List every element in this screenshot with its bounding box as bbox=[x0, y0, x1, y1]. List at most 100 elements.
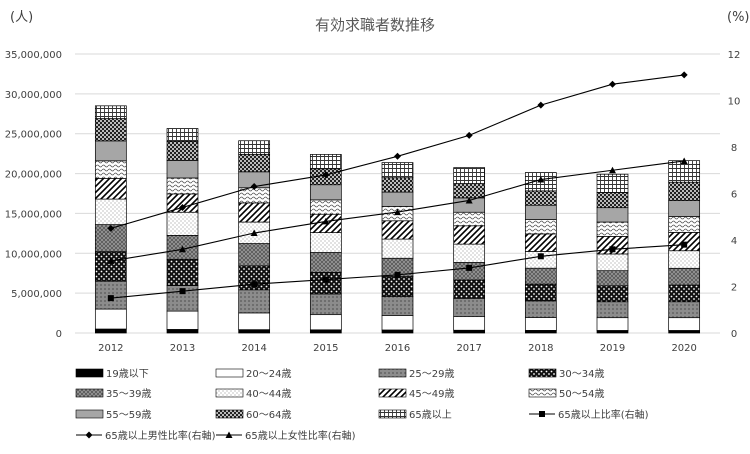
right-tick-label: 4 bbox=[731, 236, 737, 247]
x-tick-label: 2018 bbox=[528, 343, 553, 354]
legend-marker bbox=[539, 411, 545, 417]
bar-segment bbox=[524, 267, 557, 285]
left-tick-label: 25,000,000 bbox=[5, 130, 62, 141]
right-tick-label: 8 bbox=[731, 143, 737, 154]
line-marker bbox=[465, 196, 473, 204]
line-marker bbox=[107, 257, 115, 264]
right-tick-label: 2 bbox=[731, 283, 737, 294]
line-marker bbox=[466, 264, 473, 271]
line-marker bbox=[609, 166, 616, 174]
bar-segment bbox=[596, 301, 629, 319]
x-tick-label: 2019 bbox=[600, 343, 625, 354]
left-tick-label: 20,000,000 bbox=[5, 170, 62, 181]
legend-label: 45～49歳 bbox=[409, 388, 454, 400]
bar-segment bbox=[94, 198, 127, 225]
x-tick-label: 2015 bbox=[313, 343, 338, 354]
bar-segment bbox=[524, 300, 557, 318]
left-tick-label: 30,000,000 bbox=[5, 90, 62, 101]
bar-segment bbox=[94, 308, 127, 330]
bar-segment bbox=[309, 252, 342, 273]
bar-segment bbox=[381, 329, 414, 334]
bar-segment bbox=[94, 118, 127, 142]
bar-segment bbox=[166, 329, 199, 334]
line-marker bbox=[537, 101, 545, 109]
x-tick-label: 2012 bbox=[98, 343, 123, 354]
bar-segment bbox=[524, 190, 557, 206]
bar-segment bbox=[453, 279, 486, 299]
legend-swatch bbox=[215, 388, 244, 398]
bar-segment bbox=[596, 270, 629, 287]
bar-segment bbox=[309, 293, 342, 316]
bar-segment bbox=[238, 289, 271, 314]
legend-label: 65歳以上比率(右軸) bbox=[558, 408, 649, 421]
line-marker bbox=[537, 253, 544, 260]
bar-segment bbox=[524, 283, 557, 302]
bar-segment bbox=[94, 251, 127, 282]
bar-segment bbox=[238, 312, 271, 331]
bar-segment bbox=[94, 140, 127, 162]
line-marker bbox=[250, 229, 258, 237]
left-axis-unit: (人) bbox=[10, 10, 33, 25]
x-tick-label: 2016 bbox=[385, 343, 410, 354]
bar-segment bbox=[524, 233, 557, 252]
line-marker bbox=[322, 217, 330, 225]
bar-segment bbox=[238, 243, 271, 267]
bar-segment bbox=[596, 285, 629, 303]
legend-swatch bbox=[378, 368, 407, 378]
legend-swatch bbox=[528, 368, 557, 378]
bar-series bbox=[94, 105, 701, 334]
legend-label: 65歳以上 bbox=[409, 409, 452, 421]
bar-segment bbox=[596, 317, 629, 331]
bar-segment bbox=[453, 243, 486, 263]
line-marker bbox=[680, 157, 688, 164]
line-marker bbox=[465, 131, 473, 139]
left-tick-label: 15,000,000 bbox=[5, 209, 62, 220]
x-tick-label: 2017 bbox=[456, 343, 481, 354]
legend-marker bbox=[225, 431, 233, 438]
line-marker bbox=[250, 183, 258, 191]
bar-segment bbox=[166, 128, 199, 142]
bar-segment bbox=[596, 253, 629, 272]
bar-segment bbox=[381, 191, 414, 207]
legend-swatch bbox=[215, 368, 244, 378]
left-tick-label: 10,000,000 bbox=[5, 249, 62, 260]
x-axis: 2012 2013 2014 2015 2016 2017 2018 2019 2020 bbox=[98, 343, 697, 354]
line-marker bbox=[394, 208, 401, 216]
right-tick-label: 10 bbox=[728, 97, 741, 108]
legend-label: 25～29歳 bbox=[409, 368, 454, 380]
line-marker bbox=[179, 203, 186, 211]
line-marker bbox=[394, 152, 401, 160]
line-marker bbox=[680, 71, 688, 79]
bar-segment bbox=[309, 232, 342, 253]
legend-swatch bbox=[378, 388, 407, 398]
bar-segment bbox=[238, 153, 271, 173]
legend-marker bbox=[85, 431, 93, 439]
left-tick-label: 35,000,000 bbox=[5, 50, 62, 61]
legend-label: 65歳以上女性比率(右軸) bbox=[245, 429, 356, 442]
left-tick-label: 0 bbox=[56, 329, 62, 340]
legend-swatch bbox=[378, 409, 407, 419]
legend-swatch bbox=[75, 409, 104, 419]
bar-segment bbox=[668, 284, 701, 303]
bar-segment bbox=[453, 329, 486, 334]
bar-segment bbox=[381, 276, 414, 297]
legend-label: 60～64歳 bbox=[246, 409, 291, 421]
bar-segment bbox=[238, 140, 271, 155]
legend-swatch bbox=[528, 388, 557, 398]
bar-segment bbox=[668, 181, 701, 201]
line-marker bbox=[322, 276, 329, 283]
bar-segment bbox=[166, 160, 199, 179]
bar-segment bbox=[596, 173, 629, 193]
legend-label: 30～34歳 bbox=[559, 368, 604, 380]
line-marker bbox=[394, 271, 401, 278]
bar-segment bbox=[453, 316, 486, 331]
right-tick-label: 6 bbox=[731, 190, 737, 201]
line-marker bbox=[609, 80, 616, 88]
bar-segment bbox=[309, 272, 342, 295]
bar-segment bbox=[166, 211, 199, 236]
bar-segment bbox=[596, 207, 629, 223]
bar-segment bbox=[94, 160, 127, 179]
bar-segment bbox=[166, 177, 199, 195]
legend-label: 55～59歳 bbox=[106, 409, 151, 421]
